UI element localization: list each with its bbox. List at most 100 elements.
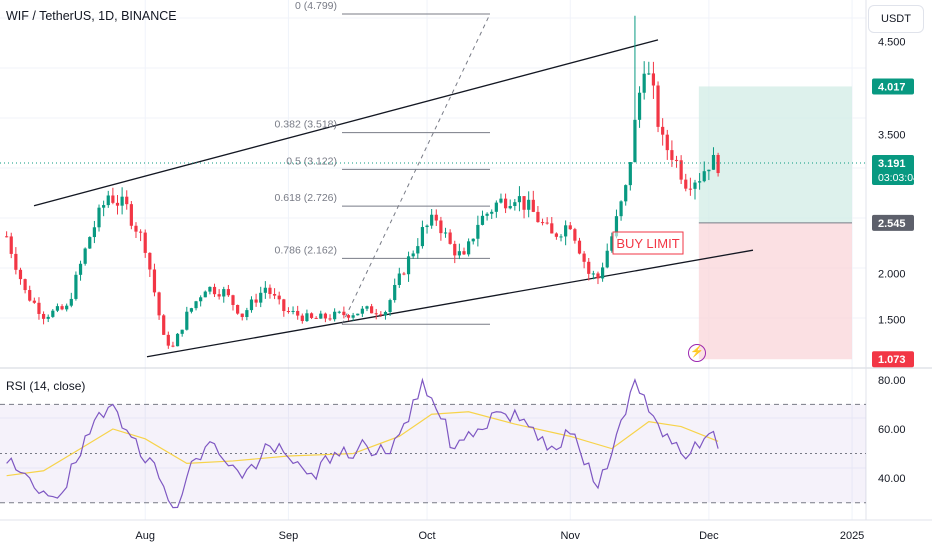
candle-body <box>416 246 420 254</box>
fib-level-label: 0 (4.799) <box>295 0 337 12</box>
price-axis-tick: 1.500 <box>878 315 906 327</box>
candle-body <box>425 225 429 228</box>
candle-body <box>226 289 230 296</box>
channel-lower-line <box>146 249 754 358</box>
candle-body <box>605 250 609 268</box>
candle-body <box>716 154 720 174</box>
candle-body <box>282 299 286 312</box>
candle-body <box>189 308 194 312</box>
candle-body <box>531 199 535 212</box>
candle-body <box>199 297 203 302</box>
currency-button[interactable]: USDT <box>868 5 924 33</box>
candle-body <box>365 306 369 309</box>
candle-body <box>143 232 147 253</box>
candle-body <box>194 301 198 309</box>
candle-body <box>152 269 157 293</box>
candle-body <box>406 256 411 275</box>
channel-upper-line <box>33 39 659 207</box>
candle-body <box>65 305 69 310</box>
candle-body <box>610 236 614 251</box>
candle-body <box>83 248 87 264</box>
candle-body <box>69 298 73 306</box>
buy-limit-label: BUY LIMIT <box>616 236 679 251</box>
buy-limit-box <box>612 231 684 255</box>
candle-body <box>637 92 642 120</box>
candle-body <box>693 182 697 189</box>
candle-body <box>28 290 32 301</box>
candle-body <box>245 310 249 318</box>
candle-body <box>102 205 106 208</box>
candle-body <box>157 292 161 316</box>
candle-body <box>175 333 180 347</box>
candle-body <box>291 310 295 312</box>
candle-body <box>545 222 549 224</box>
candle-body <box>337 311 341 313</box>
candle-body <box>536 211 540 223</box>
candle-body <box>111 195 115 203</box>
candle-body <box>46 316 50 319</box>
candle-body <box>277 295 281 300</box>
candle-body <box>272 294 277 296</box>
candle-body <box>180 329 184 334</box>
candle-body <box>78 263 83 275</box>
candle-body <box>430 214 434 226</box>
candle-body <box>642 73 646 93</box>
candle-body <box>702 171 706 182</box>
candle-body <box>125 196 129 205</box>
candle-body <box>462 251 466 255</box>
candle-body <box>471 238 475 242</box>
rsi-axis-tick: 80.00 <box>878 375 906 387</box>
target-zone <box>698 86 852 223</box>
stop-price-label-bg <box>872 351 914 368</box>
flash-icon[interactable]: ⚡ <box>688 344 706 362</box>
candle-body <box>115 202 120 206</box>
candle-body <box>60 306 64 310</box>
candle-body <box>92 227 96 238</box>
candle-body <box>342 311 346 316</box>
fib-level-label: 0.5 (3.122) <box>286 155 337 167</box>
candle-body <box>374 313 378 315</box>
candle-body <box>333 311 337 320</box>
time-axis-tick: 2025 <box>840 530 864 542</box>
candle-body <box>647 73 651 75</box>
candle-body <box>41 313 46 319</box>
candle-body <box>319 313 323 319</box>
candle-body <box>661 126 665 135</box>
candle-body <box>9 236 13 254</box>
price-axis-tick: 4.500 <box>878 37 906 49</box>
rsi-indicator-title[interactable]: RSI (14, close) <box>6 379 86 393</box>
candle-body <box>240 313 244 318</box>
candle-body <box>296 310 300 316</box>
candle-body <box>18 269 23 280</box>
candle-body <box>577 240 582 254</box>
candle-body <box>88 237 92 249</box>
candle-body <box>601 267 605 279</box>
candle-body <box>573 229 577 241</box>
symbol-title[interactable]: WIF / TetherUS, 1D, BINANCE <box>6 9 177 23</box>
candle-body <box>490 211 494 214</box>
candle-body <box>448 232 452 244</box>
candle-body <box>480 215 485 225</box>
candle-body <box>522 196 526 210</box>
candle-body <box>55 306 60 311</box>
fib-level-label: 0.786 (2.162) <box>275 244 337 256</box>
candle-body <box>467 241 471 255</box>
candle-body <box>674 159 679 161</box>
candle-body <box>443 232 448 234</box>
candle-body <box>254 299 258 303</box>
candle-body <box>328 318 332 320</box>
candle-body <box>370 306 374 314</box>
candle-body <box>397 273 401 285</box>
candle-body <box>236 304 240 314</box>
candle-body <box>564 225 568 237</box>
candle-body <box>249 299 254 311</box>
candle-body <box>360 308 364 314</box>
candle-body <box>74 274 78 299</box>
candles <box>5 15 720 349</box>
candle-body <box>51 310 55 317</box>
candle-body <box>550 223 554 234</box>
candle-body <box>166 334 170 346</box>
rsi-ma-line <box>6 411 719 477</box>
candle-body <box>503 198 508 209</box>
